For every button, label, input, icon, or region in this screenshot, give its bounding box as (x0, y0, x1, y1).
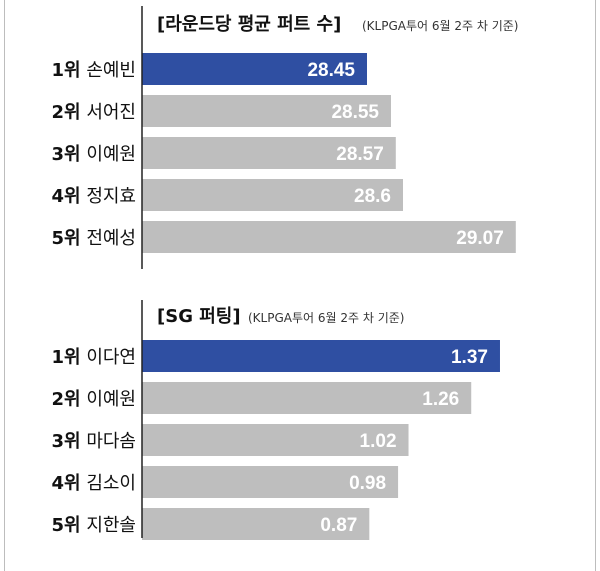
chart1-bar-1 (142, 53, 367, 85)
chart2-value-label-2: 1.26 (422, 389, 459, 410)
chart2-bar-4 (142, 466, 399, 498)
chart1-value-label-3: 28.57 (336, 144, 384, 165)
chart1-bar-2 (142, 95, 391, 127)
chart2-subtitle: (KLPGA투어 6월 2주 차 기준) (248, 311, 404, 325)
chart1-category-label-5: 5위 전예성 (52, 228, 137, 249)
chart2-category-label-2: 2위 이예원 (52, 389, 137, 410)
chart2-category-label-3: 3위 마다솜 (52, 431, 137, 452)
chart2-category-label-4: 4위 김소이 (52, 473, 137, 494)
chart1-category-label-4: 4위 정지효 (52, 186, 137, 207)
frame-left-border (4, 0, 5, 571)
chart2-bar-3 (142, 424, 409, 456)
chart1-value-label-1: 28.45 (307, 60, 355, 81)
chart2-bar-2 (142, 382, 472, 414)
frame-right-border (595, 0, 596, 571)
chart1-category-label-2: 2위 서어진 (52, 102, 137, 123)
chart2-category-label-1: 1위 이다연 (52, 347, 137, 368)
chart1-subtitle: (KLPGA투어 6월 2주 차 기준) (362, 19, 518, 33)
chart1-bar-4 (142, 179, 403, 211)
chart2-value-label-3: 1.02 (360, 431, 397, 452)
chart1-bar-3 (142, 137, 396, 169)
chart2-plot: 1.37 1위 이다연 1.26 2위 이예원 1.02 3위 마다솜 0.98 4위 김소이… (52, 300, 500, 540)
chart2-value-label-5: 0.87 (320, 515, 357, 536)
chart1-category-label-1: 1위 손예빈 (52, 60, 137, 81)
chart1-plot: 28.45 1위 손예빈 28.55 2위 서어진 28.57 3위 이예원 28.6 4위 … (52, 6, 516, 269)
chart2-category-label-5: 5위 지한솔 (52, 515, 137, 536)
chart1-value-label-2: 28.55 (331, 102, 379, 123)
chart2-value-label-4: 0.98 (349, 473, 386, 494)
chart1-title: [라운드당 평균 퍼트 수] (157, 14, 341, 35)
chart2-title: [SG 퍼팅] (157, 306, 241, 327)
chart1-value-label-5: 29.07 (456, 228, 504, 249)
chart1-category-label-3: 3위 이예원 (52, 144, 137, 165)
chart1-value-label-4: 28.6 (354, 186, 391, 207)
chart2-bar-5 (142, 508, 370, 540)
chart1-bar-5 (142, 221, 516, 253)
chart2-bar-1 (142, 340, 500, 372)
chart2-value-label-1: 1.37 (451, 347, 488, 368)
